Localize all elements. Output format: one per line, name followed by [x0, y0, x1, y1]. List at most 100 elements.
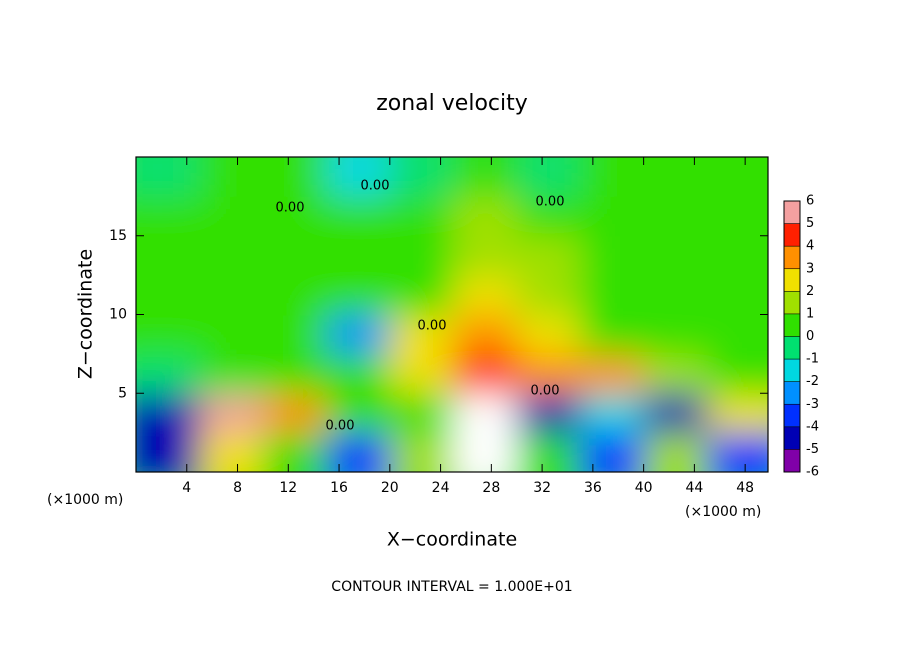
- cell: [199, 432, 264, 472]
- cell: [262, 157, 327, 197]
- cell: [643, 275, 708, 315]
- colorbar-swatch: [784, 201, 800, 224]
- colorbar-tick-label: 2: [806, 284, 814, 299]
- cell: [389, 432, 454, 472]
- x-tick-label: 16: [330, 480, 348, 496]
- field: [136, 157, 768, 472]
- cell: [707, 314, 768, 355]
- overlay: 4 8 12 16 20 24 28 32 36 40 44 4851015-6-5-4-3-2-10…: [109, 156, 819, 496]
- cell: [389, 157, 454, 197]
- cell: [262, 314, 327, 355]
- colorbar-swatch: [784, 223, 800, 247]
- x-unit: (×1000 m): [47, 492, 123, 508]
- x-tick-label: 28: [482, 480, 500, 496]
- cell: [707, 275, 768, 315]
- cell: [580, 314, 645, 355]
- colorbar-swatch: [784, 291, 800, 314]
- colorbar-tick-label: -3: [806, 397, 819, 412]
- colorbar-tick-label: -1: [806, 352, 819, 367]
- cell: [199, 353, 264, 394]
- cell: [136, 393, 200, 434]
- cell: [389, 314, 454, 355]
- cell: [326, 157, 391, 197]
- colorbar-swatch: [784, 246, 800, 269]
- cell: [389, 196, 454, 237]
- cell: [199, 196, 264, 237]
- cell: [516, 157, 581, 197]
- colorbar-swatch: [784, 449, 800, 472]
- contour-label: 0.00: [276, 201, 305, 216]
- cell: [326, 393, 391, 434]
- x-tick-label: 44: [685, 480, 703, 496]
- cell: [199, 157, 264, 197]
- x-tick-label: 8: [233, 480, 242, 496]
- y-axis-label: Z−coordinate: [75, 249, 97, 379]
- cell: [643, 393, 708, 434]
- contour-label: 0.00: [536, 195, 565, 210]
- cell: [199, 275, 264, 315]
- cell: [643, 235, 708, 276]
- cell: [453, 353, 518, 394]
- cell: [136, 275, 200, 315]
- colorbar-tick-label: 0: [806, 329, 814, 344]
- chart-title: zonal velocity: [376, 91, 528, 116]
- cell: [580, 275, 645, 315]
- cells: [136, 157, 768, 472]
- cell: [262, 275, 327, 315]
- cell: [262, 353, 327, 394]
- cell: [136, 314, 200, 355]
- cell: [516, 393, 581, 434]
- colorbar-swatch: [784, 336, 800, 360]
- contour-label: 0.00: [326, 419, 355, 434]
- cell: [453, 235, 518, 276]
- cell: [707, 235, 768, 276]
- colorbar-tick-label: -6: [806, 465, 819, 480]
- x-axis-label: X−coordinate: [387, 529, 517, 551]
- y-tick-label: 15: [109, 228, 127, 244]
- cell: [580, 353, 645, 394]
- cell: [643, 157, 708, 197]
- cell: [516, 353, 581, 394]
- cell: [199, 314, 264, 355]
- cell: [262, 196, 327, 237]
- cell: [707, 157, 768, 197]
- colorbar-swatch: [784, 359, 800, 382]
- colorbar-swatch: [784, 381, 800, 405]
- x-tick-label: 40: [635, 480, 653, 496]
- cell: [516, 275, 581, 315]
- cell: [516, 314, 581, 355]
- colorbar-tick-label: 5: [806, 216, 814, 231]
- x-tick-label: 20: [381, 480, 399, 496]
- cell: [326, 314, 391, 355]
- cell: [453, 157, 518, 197]
- cell: [453, 393, 518, 434]
- cell: [580, 432, 645, 472]
- colorbar-swatch: [784, 313, 800, 337]
- cell: [262, 393, 327, 434]
- colorbar-tick-label: 1: [806, 306, 814, 321]
- x-tick-label: 48: [736, 480, 754, 496]
- colorbar-swatch: [784, 404, 800, 427]
- colorbar-tick-label: -4: [806, 419, 819, 434]
- x-tick-label: 32: [533, 480, 551, 496]
- x-unit: (×1000 m): [685, 504, 761, 520]
- cell: [453, 314, 518, 355]
- cell: [326, 275, 391, 315]
- cell: [643, 314, 708, 355]
- footnote: CONTOUR INTERVAL = 1.000E+01: [331, 579, 572, 595]
- cell: [136, 196, 200, 237]
- cell: [453, 432, 518, 472]
- cell: [262, 432, 327, 472]
- cell: [707, 432, 768, 472]
- cell: [199, 235, 264, 276]
- cell: [516, 432, 581, 472]
- cell: [643, 196, 708, 237]
- cell: [326, 196, 391, 237]
- contour-label: 0.00: [418, 319, 447, 334]
- colorbar-swatch: [784, 426, 800, 450]
- cell: [389, 353, 454, 394]
- colorbar-tick-label: 3: [806, 261, 814, 276]
- contour-label: 0.00: [361, 179, 390, 194]
- y-tick-label: 5: [118, 385, 127, 401]
